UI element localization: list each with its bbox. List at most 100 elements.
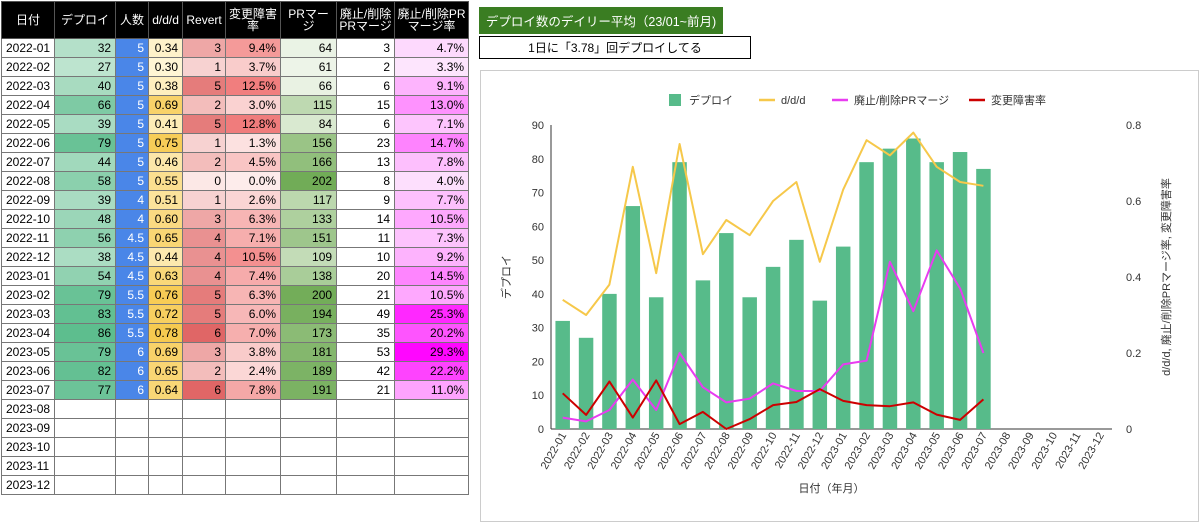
cell-ddd: 0.76 bbox=[148, 285, 184, 305]
table-row: 2022-03 40 5 0.38 5 12.5% 66 6 9.1% bbox=[0, 76, 470, 96]
cell-ddd: 0.64 bbox=[148, 380, 184, 400]
bar-deploy bbox=[976, 168, 991, 429]
cell-del-pr-rate: 14.7% bbox=[394, 133, 470, 153]
cell-pr-merge: 138 bbox=[280, 266, 338, 286]
chart-frame bbox=[480, 70, 1199, 522]
cell-pr-merge: 156 bbox=[280, 133, 338, 153]
cell-del-pr: 15 bbox=[336, 95, 396, 115]
cell-people bbox=[115, 437, 150, 457]
cell-date: 2023-08 bbox=[0, 399, 56, 419]
cell-revert: 5 bbox=[182, 285, 227, 305]
cell-deploy bbox=[54, 475, 117, 495]
cell-del-pr-rate: 4.0% bbox=[394, 171, 470, 191]
bar-deploy bbox=[859, 162, 874, 429]
cell-del-pr-rate bbox=[394, 437, 470, 457]
cell-people: 4 bbox=[115, 209, 150, 229]
cell-fail-rate: 1.3% bbox=[225, 133, 282, 153]
cell-del-pr: 9 bbox=[336, 190, 396, 210]
cell-people: 5.5 bbox=[115, 304, 150, 324]
cell-fail-rate bbox=[225, 437, 282, 457]
cell-ddd bbox=[148, 475, 184, 495]
cell-pr-merge: 181 bbox=[280, 342, 338, 362]
bar-deploy bbox=[555, 320, 570, 429]
cell-del-pr-rate: 13.0% bbox=[394, 95, 470, 115]
cell-del-pr-rate bbox=[394, 418, 470, 438]
cell-fail-rate: 3.0% bbox=[225, 95, 282, 115]
cell-revert: 3 bbox=[182, 342, 227, 362]
cell-fail-rate: 7.8% bbox=[225, 380, 282, 400]
cell-fail-rate: 2.4% bbox=[225, 361, 282, 381]
cell-del-pr: 23 bbox=[336, 133, 396, 153]
cell-ddd bbox=[148, 418, 184, 438]
cell-revert: 5 bbox=[182, 76, 227, 96]
cell-date: 2022-02 bbox=[0, 57, 56, 77]
table-row: 2022-10 48 4 0.60 3 6.3% 133 14 10.5% bbox=[0, 209, 470, 229]
cell-ddd: 0.60 bbox=[148, 209, 184, 229]
col-header-ddd: d/d/d bbox=[148, 1, 184, 39]
bar-deploy bbox=[625, 206, 641, 429]
cell-deploy: 83 bbox=[54, 304, 117, 324]
cell-deploy: 44 bbox=[54, 152, 117, 172]
cell-ddd bbox=[148, 437, 184, 457]
cell-del-pr: 6 bbox=[336, 114, 396, 134]
cell-ddd: 0.78 bbox=[148, 323, 184, 343]
x-axis-title: 日付（年月） bbox=[799, 481, 865, 495]
cell-fail-rate: 4.5% bbox=[225, 152, 282, 172]
cell-del-pr: 13 bbox=[336, 152, 396, 172]
cell-del-pr-rate bbox=[394, 456, 470, 476]
cell-revert: 1 bbox=[182, 57, 227, 77]
cell-del-pr-rate: 4.7% bbox=[394, 38, 470, 58]
cell-del-pr: 20 bbox=[336, 266, 396, 286]
legend-del-pr-label: 廃止/削除PRマージ bbox=[854, 93, 949, 107]
cell-people bbox=[115, 418, 150, 438]
cell-people: 5.5 bbox=[115, 323, 150, 343]
cell-date: 2022-01 bbox=[0, 38, 56, 58]
col-header-del-pr: 廃止/削除PRマージ bbox=[336, 1, 396, 39]
cell-deploy bbox=[54, 456, 117, 476]
cell-del-pr-rate: 22.2% bbox=[394, 361, 470, 381]
cell-fail-rate: 3.8% bbox=[225, 342, 282, 362]
cell-fail-rate: 3.7% bbox=[225, 57, 282, 77]
y2-tick-label: 0.8 bbox=[1126, 120, 1141, 132]
cell-ddd: 0.34 bbox=[148, 38, 184, 58]
cell-ddd: 0.75 bbox=[148, 133, 184, 153]
legend-deploy-swatch bbox=[669, 94, 681, 106]
cell-del-pr: 53 bbox=[336, 342, 396, 362]
cell-deploy: 32 bbox=[54, 38, 117, 58]
cell-ddd: 0.44 bbox=[148, 247, 184, 267]
cell-pr-merge: 109 bbox=[280, 247, 338, 267]
cell-deploy: 79 bbox=[54, 342, 117, 362]
y-tick-label: 30 bbox=[532, 323, 544, 335]
cell-ddd: 0.65 bbox=[148, 361, 184, 381]
cell-revert bbox=[182, 475, 227, 495]
cell-date: 2022-03 bbox=[0, 76, 56, 96]
table-row: 2023-03 83 5.5 0.72 5 6.0% 194 49 25.3% bbox=[0, 304, 470, 324]
cell-people: 4.5 bbox=[115, 247, 150, 267]
cell-pr-merge bbox=[280, 399, 338, 419]
y-tick-label: 50 bbox=[532, 255, 544, 267]
cell-people bbox=[115, 475, 150, 495]
cell-people: 5 bbox=[115, 171, 150, 191]
table-row: 2022-06 79 5 0.75 1 1.3% 156 23 14.7% bbox=[0, 133, 470, 153]
cell-del-pr-rate: 7.8% bbox=[394, 152, 470, 172]
cell-date: 2023-01 bbox=[0, 266, 56, 286]
cell-deploy bbox=[54, 437, 117, 457]
cell-people: 5 bbox=[115, 57, 150, 77]
cell-fail-rate: 10.5% bbox=[225, 247, 282, 267]
cell-people: 4 bbox=[115, 190, 150, 210]
table-row: 2023-06 82 6 0.65 2 2.4% 189 42 22.2% bbox=[0, 361, 470, 381]
cell-deploy bbox=[54, 418, 117, 438]
col-header-revert: Revert bbox=[182, 1, 227, 39]
cell-revert: 4 bbox=[182, 247, 227, 267]
y-tick-label: 10 bbox=[532, 390, 544, 402]
cell-date: 2022-09 bbox=[0, 190, 56, 210]
table-row: 2023-10 bbox=[0, 437, 470, 457]
cell-revert: 5 bbox=[182, 304, 227, 324]
cell-del-pr-rate: 10.5% bbox=[394, 285, 470, 305]
cell-ddd: 0.63 bbox=[148, 266, 184, 286]
cell-del-pr: 49 bbox=[336, 304, 396, 324]
cell-revert bbox=[182, 437, 227, 457]
cell-pr-merge bbox=[280, 475, 338, 495]
cell-pr-merge: 115 bbox=[280, 95, 338, 115]
bar-deploy bbox=[882, 148, 898, 429]
